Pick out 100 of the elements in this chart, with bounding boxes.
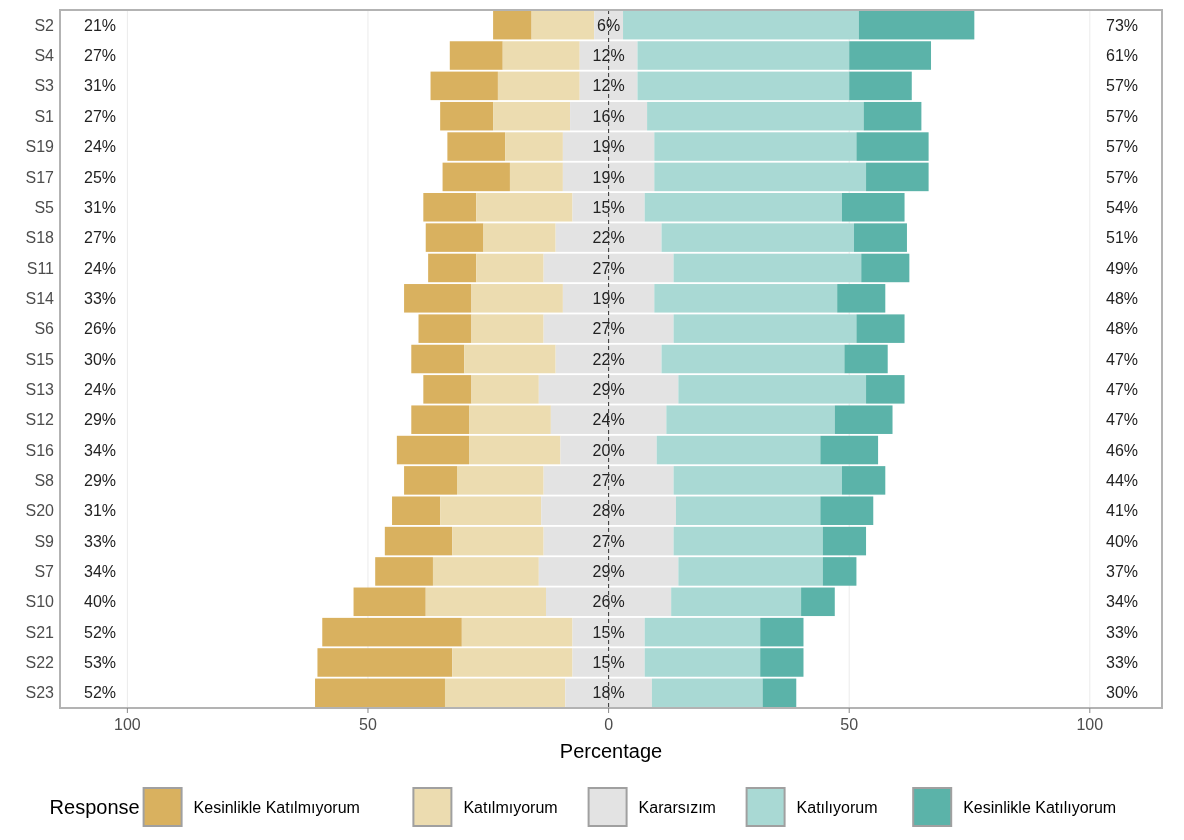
y-tick-label: S20 (25, 502, 55, 520)
annotation: 47% (1105, 411, 1139, 429)
data-label: 27% (592, 320, 625, 338)
x-tick-label: 100 (114, 716, 141, 733)
bar (637, 71, 850, 101)
annotation: 47% (1105, 380, 1139, 398)
y-tick-label: S14 (25, 289, 55, 307)
annotation: 53% (83, 654, 117, 672)
y-tick-label: S19 (25, 138, 55, 156)
bar (452, 648, 573, 677)
bar (425, 587, 547, 617)
annotation: 27% (83, 229, 117, 247)
annotation: 48% (1105, 289, 1139, 307)
bar (647, 101, 864, 131)
bar (678, 557, 823, 586)
annotation: 33% (83, 532, 117, 550)
bar (856, 132, 929, 161)
data-label: 19% (592, 289, 625, 307)
data-label: 18% (592, 684, 625, 702)
y-tick-label: S18 (25, 229, 55, 247)
bar (447, 132, 506, 161)
data-label: 27% (592, 471, 625, 489)
bar (493, 101, 571, 131)
bar (452, 526, 544, 556)
annotation: 37% (1105, 563, 1139, 581)
bar (644, 617, 761, 647)
bar (476, 253, 544, 283)
bar (656, 435, 821, 465)
legend-label: Katılıyorum (796, 798, 878, 816)
bar (762, 678, 797, 708)
y-tick-label: S13 (25, 380, 55, 398)
legend-label: Katılmıyorum (463, 798, 558, 816)
data-label: 16% (592, 107, 625, 125)
y-tick-label: S1 (34, 107, 55, 125)
data-label: 27% (592, 532, 625, 550)
bar (801, 587, 835, 617)
y-tick-label: S2 (34, 16, 55, 34)
y-tick-label: S11 (26, 259, 55, 277)
bar (822, 557, 857, 586)
annotation: 57% (1105, 107, 1139, 125)
annotation: 57% (1105, 77, 1139, 95)
bar (502, 41, 580, 70)
bar (572, 648, 645, 677)
data-label: 22% (592, 350, 625, 368)
bar (651, 678, 763, 708)
bar (671, 587, 802, 617)
bar (858, 10, 975, 40)
data-label: 6% (597, 16, 621, 34)
data-label: 15% (592, 623, 625, 641)
annotation: 25% (83, 168, 117, 186)
bar (760, 648, 804, 677)
y-tick-label: S4 (34, 47, 55, 65)
legend-label: Kesinlikle Katılıyorum (963, 798, 1117, 816)
bar (430, 71, 498, 101)
bar (322, 617, 462, 647)
bar (317, 648, 453, 677)
y-tick-label: S8 (34, 471, 55, 489)
annotation: 73% (1105, 16, 1139, 34)
y-tick-label: S17 (25, 168, 55, 186)
bar (461, 617, 573, 647)
bar (637, 41, 850, 70)
y-tick-label: S6 (34, 320, 55, 338)
bar (428, 253, 477, 283)
bar (384, 526, 453, 556)
bar (673, 526, 823, 556)
bar (849, 41, 932, 70)
y-tick-label: S23 (25, 684, 55, 702)
annotation: 40% (1105, 532, 1139, 550)
y-tick-label: S10 (25, 593, 55, 611)
x-axis-title: Percentage (559, 740, 663, 762)
annotation: 24% (83, 380, 117, 398)
bar (509, 162, 563, 192)
data-label: 19% (592, 138, 625, 156)
bar (849, 71, 912, 101)
data-label: 26% (592, 593, 625, 611)
annotation: 29% (83, 471, 117, 489)
data-label: 20% (592, 441, 625, 459)
annotation: 48% (1105, 320, 1139, 338)
annotation: 44% (1105, 471, 1139, 489)
annotation: 52% (83, 684, 117, 702)
bar (449, 41, 503, 70)
bar (493, 10, 532, 40)
x-tick-label: 50 (359, 716, 377, 733)
y-tick-label: S5 (34, 198, 55, 216)
bar (654, 162, 867, 192)
bar (497, 71, 580, 101)
data-label: 22% (592, 229, 625, 247)
annotation: 30% (83, 350, 117, 368)
annotation: 61% (1105, 47, 1139, 65)
annotation: 57% (1105, 138, 1139, 156)
annotation: 47% (1105, 350, 1139, 368)
y-tick-label: S16 (25, 441, 55, 459)
bar (844, 344, 888, 374)
bar (464, 344, 556, 374)
annotation: 49% (1105, 259, 1139, 277)
data-label: 29% (592, 380, 625, 398)
data-label: 12% (592, 47, 625, 65)
data-label: 12% (592, 77, 625, 95)
x-tick-label: 0 (604, 716, 614, 733)
annotation: 52% (83, 623, 117, 641)
